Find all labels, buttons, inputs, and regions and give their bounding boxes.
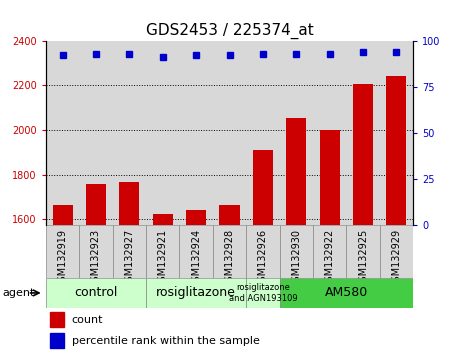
- Text: percentile rank within the sample: percentile rank within the sample: [72, 336, 259, 346]
- Text: GSM132922: GSM132922: [325, 229, 335, 288]
- Bar: [53, 205, 73, 225]
- Bar: [112, 41, 146, 225]
- FancyBboxPatch shape: [280, 278, 413, 308]
- Bar: [179, 41, 213, 225]
- FancyBboxPatch shape: [347, 225, 380, 278]
- FancyBboxPatch shape: [112, 225, 146, 278]
- Bar: [253, 150, 273, 225]
- Bar: [280, 41, 313, 225]
- FancyBboxPatch shape: [146, 225, 179, 278]
- Text: GSM132924: GSM132924: [191, 229, 201, 288]
- FancyBboxPatch shape: [146, 278, 246, 308]
- FancyBboxPatch shape: [213, 225, 246, 278]
- Bar: [46, 41, 79, 225]
- Text: GSM132930: GSM132930: [291, 229, 301, 288]
- Text: rosiglitazone: rosiglitazone: [156, 286, 236, 299]
- Text: GSM132919: GSM132919: [57, 229, 67, 288]
- Text: rosiglitazone
and AGN193109: rosiglitazone and AGN193109: [229, 283, 297, 303]
- FancyBboxPatch shape: [179, 225, 213, 278]
- FancyBboxPatch shape: [46, 278, 146, 308]
- Text: GSM132927: GSM132927: [124, 229, 134, 288]
- FancyBboxPatch shape: [313, 225, 347, 278]
- FancyBboxPatch shape: [246, 278, 280, 308]
- Bar: [313, 41, 347, 225]
- Bar: [319, 130, 340, 225]
- FancyBboxPatch shape: [46, 225, 79, 278]
- Bar: [347, 41, 380, 225]
- Bar: [50, 333, 64, 348]
- Bar: [219, 205, 240, 225]
- Bar: [246, 41, 280, 225]
- Title: GDS2453 / 225374_at: GDS2453 / 225374_at: [146, 23, 313, 39]
- Text: GSM132929: GSM132929: [392, 229, 402, 288]
- Text: GSM132923: GSM132923: [91, 229, 101, 288]
- Bar: [79, 41, 112, 225]
- Bar: [353, 84, 373, 225]
- Bar: [119, 182, 140, 225]
- Text: GSM132925: GSM132925: [358, 229, 368, 288]
- Bar: [86, 183, 106, 225]
- Bar: [386, 76, 406, 225]
- Bar: [50, 312, 64, 327]
- FancyBboxPatch shape: [380, 225, 413, 278]
- Bar: [213, 41, 246, 225]
- FancyBboxPatch shape: [246, 225, 280, 278]
- Bar: [380, 41, 413, 225]
- Text: AM580: AM580: [325, 286, 368, 299]
- Text: agent: agent: [2, 288, 35, 298]
- Bar: [286, 118, 306, 225]
- FancyBboxPatch shape: [79, 225, 112, 278]
- Text: control: control: [74, 286, 118, 299]
- Bar: [146, 41, 179, 225]
- Bar: [186, 210, 206, 225]
- Text: GSM132921: GSM132921: [158, 229, 168, 288]
- Text: count: count: [72, 315, 103, 325]
- Bar: [153, 213, 173, 225]
- FancyBboxPatch shape: [280, 225, 313, 278]
- Text: GSM132926: GSM132926: [258, 229, 268, 288]
- Text: GSM132928: GSM132928: [224, 229, 235, 288]
